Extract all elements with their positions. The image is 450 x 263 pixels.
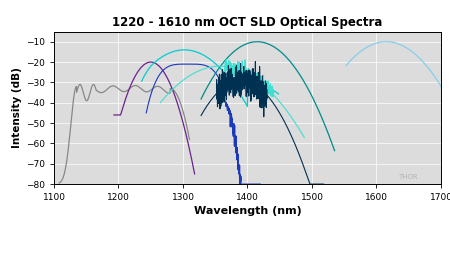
Text: THOR: THOR [398, 174, 418, 180]
Y-axis label: Intensity (dB): Intensity (dB) [12, 67, 22, 148]
Title: 1220 - 1610 nm OCT SLD Optical Spectra: 1220 - 1610 nm OCT SLD Optical Spectra [112, 16, 382, 29]
X-axis label: Wavelength (nm): Wavelength (nm) [194, 206, 302, 216]
